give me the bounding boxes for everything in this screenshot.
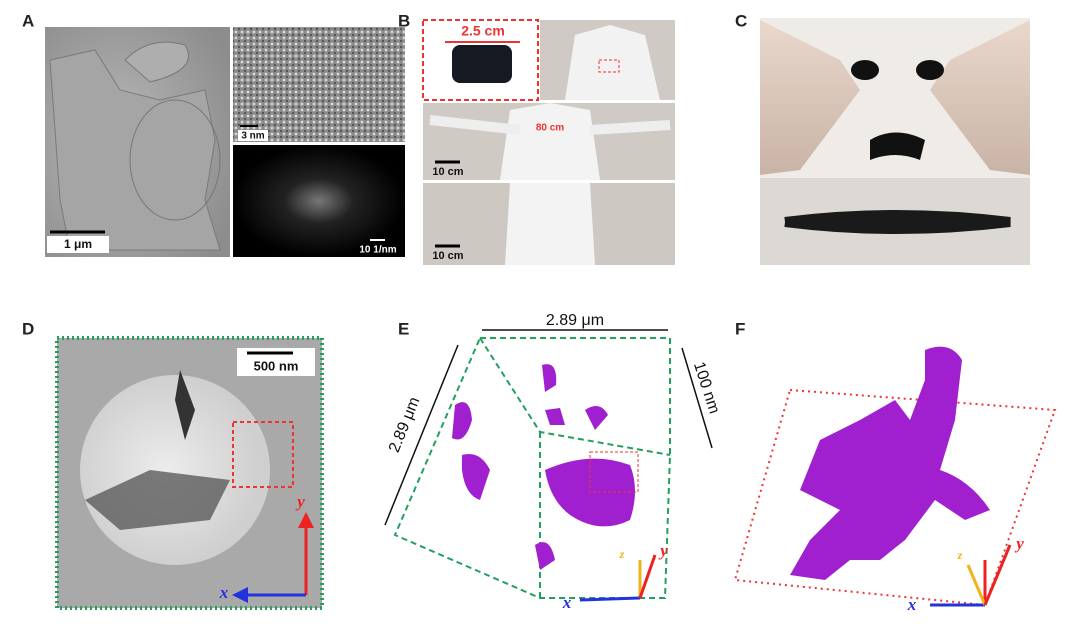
scale-bar-label: 1 μm (64, 237, 92, 251)
dimension-label: 2.89 μm (386, 395, 424, 455)
scale-bar-label: 10 1/nm (359, 245, 396, 256)
axis-label: y (295, 492, 305, 511)
annotation: 80 cm (536, 123, 564, 134)
photo (760, 18, 1030, 265)
scale-bar-label: 500 nm (254, 358, 299, 373)
axis-label: x (907, 595, 917, 614)
panel-label: F (735, 319, 745, 338)
scale-bar-label: 10 cm (432, 250, 463, 262)
panel-label: D (22, 319, 34, 338)
annotation: 2.5 cm (461, 23, 505, 39)
photo (422, 19, 675, 265)
tem-image (45, 27, 405, 257)
scale-bar-label: 3 nm (241, 131, 264, 142)
axis-label: y (658, 541, 668, 560)
panel-label: B (398, 11, 410, 30)
panel-label: C (735, 11, 747, 30)
scale-bar-label: 10 cm (432, 166, 463, 178)
panel-label: E (398, 319, 409, 338)
panel-label: A (22, 11, 34, 30)
axis-label: z (957, 548, 963, 562)
axis-label: x (562, 593, 572, 612)
volume-render (733, 346, 1057, 607)
axis-label: x (219, 583, 229, 602)
axis-label: z (619, 547, 625, 561)
axis-label: y (1014, 534, 1024, 553)
dimension-label: 100 nm (690, 360, 723, 416)
volume-render (384, 329, 713, 602)
dimension-label: 2.89 μm (546, 312, 604, 329)
tem-image (55, 336, 324, 610)
